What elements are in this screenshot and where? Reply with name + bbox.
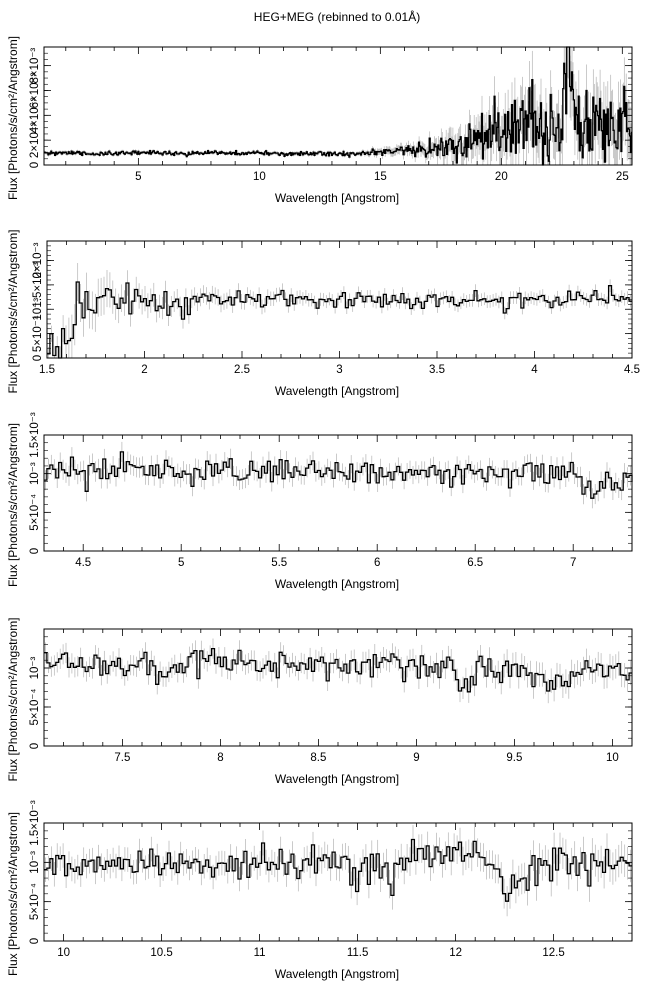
x-tick-label: 12.5 <box>542 947 564 959</box>
x-tick-label: 11 <box>254 947 266 959</box>
x-axis-label: Wavelength [Angstrom] <box>275 577 399 591</box>
x-tick-label: 5 <box>135 171 141 183</box>
x-tick-label: 6.5 <box>467 557 483 569</box>
spectrum-line <box>47 281 632 359</box>
y-tick-label: 0 <box>29 938 41 944</box>
x-tick-label: 5.5 <box>271 557 287 569</box>
y-tick-label: 0 <box>29 743 41 749</box>
figure-title: HEG+MEG (rebinned to 0.01Å) <box>254 9 420 24</box>
x-tick-label: 7 <box>570 557 576 569</box>
y-tick-label: 10⁻³ <box>29 656 41 679</box>
x-tick-label: 2 <box>141 364 147 376</box>
x-axis-label: Wavelength [Angstrom] <box>275 772 399 786</box>
y-axis-label: Flux [Photons/s/cm²/Angstrom] <box>6 423 20 587</box>
spectrum-line <box>44 838 632 902</box>
x-tick-label: 10.5 <box>150 947 172 959</box>
x-tick-label: 8 <box>217 752 223 764</box>
x-axis-label: Wavelength [Angstrom] <box>275 191 399 205</box>
x-tick-label: 10 <box>606 752 619 764</box>
x-tick-label: 4.5 <box>75 557 91 569</box>
x-tick-label: 20 <box>495 171 508 183</box>
plot-frame <box>43 46 633 166</box>
x-tick-label: 7.5 <box>114 752 130 764</box>
chart-panel-5: 10 10.5 11 11.5 12 12.5 0 5×10⁻⁴ 10⁻³ 1.5×10⁻³ Wav… <box>6 800 633 981</box>
y-axis-label: Flux [Photons/s/cm²/Angstrom] <box>6 617 20 781</box>
y-tick-label: 0 <box>29 162 41 168</box>
spectrum-line <box>44 647 632 693</box>
x-tick-label: 6 <box>374 557 380 569</box>
y-tick-label: 1.5×10⁻³ <box>29 800 41 846</box>
y-tick-label: 4×10⁻³ <box>29 97 41 133</box>
x-tick-label: 9 <box>413 752 419 764</box>
x-tick-label: 5 <box>178 557 184 569</box>
y-tick-label: 5×10⁻⁴ <box>29 883 41 920</box>
spectrum-line <box>44 451 633 499</box>
x-tick-label: 8.5 <box>310 752 326 764</box>
x-tick-label: 9.5 <box>506 752 522 764</box>
y-tick-label: 1.5×10⁻³ <box>32 262 44 308</box>
y-tick-label: 5×10⁻⁴ <box>29 494 41 531</box>
y-tick-label: 6×10⁻³ <box>29 72 41 108</box>
y-tick-label: 8×10⁻³ <box>29 48 41 84</box>
chart-panel-1: 5 10 15 20 25 0 2×10⁻³4×10⁻³6×10⁻³8×10⁻³ Wavele… <box>6 36 633 205</box>
y-axis-label: Flux [Photons/s/cm²/Angstrom] <box>6 229 20 393</box>
y-tick-label: 10⁻³ <box>32 298 44 321</box>
x-tick-label: 10 <box>253 171 266 183</box>
y-tick-label: 10⁻³ <box>29 851 41 874</box>
y-tick-label: 2×10⁻³ <box>29 122 41 158</box>
y-tick-label: 0 <box>32 355 44 361</box>
y-axis-label: Flux [Photons/s/cm²/Angstrom] <box>6 812 20 976</box>
x-tick-label: 1.5 <box>39 364 55 376</box>
chart-panel-2: 1.5 2 2.5 3 3.5 4 4.5 0 5×10⁻⁴10⁻³1.5×10⁻³2×10⁻³… <box>6 229 640 398</box>
x-tick-label: 4.5 <box>624 364 640 376</box>
x-tick-label: 3.5 <box>429 364 445 376</box>
x-tick-label: 2.5 <box>234 364 250 376</box>
x-tick-label: 3 <box>336 364 342 376</box>
y-axis-label: Flux [Photons/s/cm²/Angstrom] <box>6 36 20 200</box>
spectrum-line <box>44 46 633 166</box>
x-tick-label: 4 <box>531 364 538 376</box>
x-tick-label: 10 <box>57 947 70 959</box>
chart-panel-3: 4.5 5 5.5 6 6.5 7 0 5×10⁻⁴ 10⁻³ 1.5×10⁻³ Wavelengt… <box>6 412 633 591</box>
y-tick-label: 1.5×10⁻³ <box>29 412 41 458</box>
y-tick-label: 5×10⁻⁴ <box>32 315 44 352</box>
x-tick-label: 11.5 <box>347 947 369 959</box>
x-axis-label: Wavelength [Angstrom] <box>275 384 399 398</box>
x-tick-label: 12 <box>449 947 462 959</box>
x-tick-label: 15 <box>374 171 387 183</box>
x-axis-label: Wavelength [Angstrom] <box>275 967 399 981</box>
x-tick-label: 25 <box>616 171 629 183</box>
chart-panel-4: 7.5 8 8.5 9 9.5 10 0 5×10⁻⁴ 10⁻³ Wavelength [Angs… <box>6 617 633 786</box>
y-tick-label: 0 <box>29 548 41 554</box>
y-tick-label: 10⁻³ <box>29 462 41 485</box>
y-tick-label: 5×10⁻⁴ <box>29 688 41 725</box>
y-tick-label: 2×10⁻³ <box>32 242 44 278</box>
